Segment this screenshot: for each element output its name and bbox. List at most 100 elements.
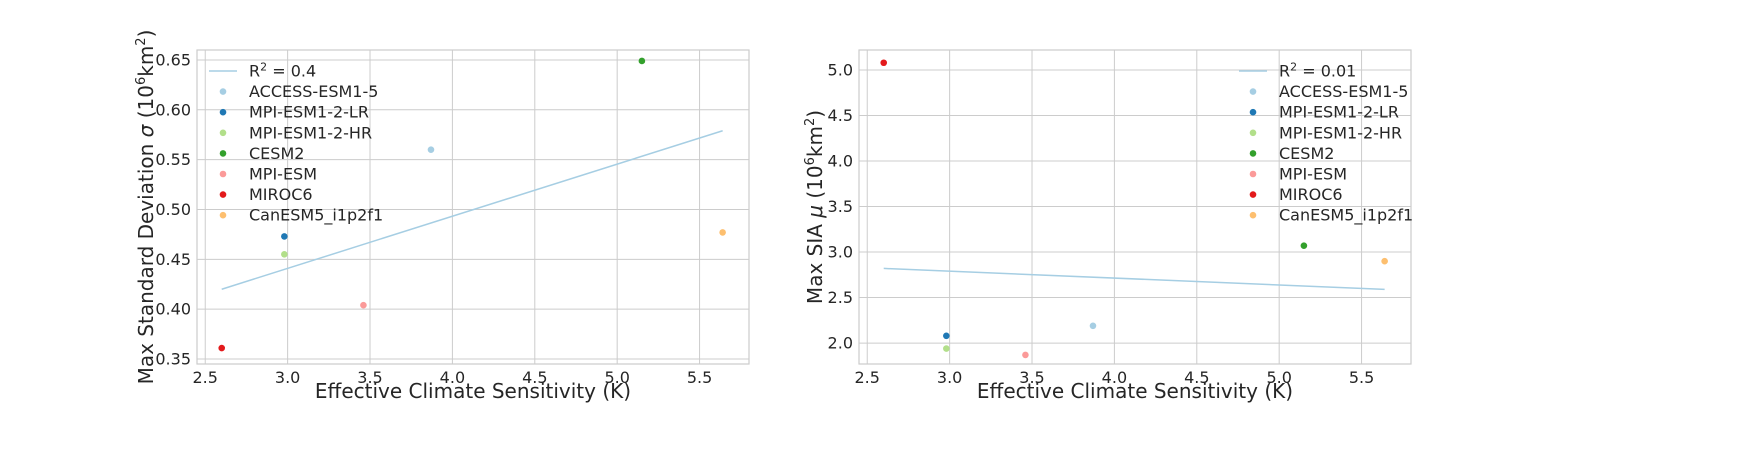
x-tick-label: 5.0: [1266, 368, 1291, 387]
legend-marker: [1249, 170, 1257, 178]
legend-label: CESM2: [249, 144, 304, 163]
regression-line: [221, 130, 723, 290]
legend-marker: [1249, 211, 1257, 219]
legend-fit-exponent: 2: [260, 61, 267, 74]
y-axis-label-symbol: σ: [134, 123, 158, 137]
data-point-cesm2: [1300, 242, 1308, 249]
scatter-panel-left: 2.5 3.0 3.5 4.0 4.5 5.0 5.5 0.35 0.40 0.45 0.50 0.5…: [134, 30, 750, 403]
y-axis-label-exponent: 6: [803, 157, 818, 165]
y-axis-label-unit: ): [134, 30, 158, 38]
scatter-panel-right: 2.5 3.0 3.5 4.0 4.5 5.0 5.52.02.53.03.54.04.55…: [803, 49, 1413, 403]
data-point-mpi-esm: [360, 301, 367, 309]
y-axis-label-exponent: 6: [134, 77, 149, 85]
plot-area: [197, 50, 749, 364]
x-tick-label: 5.5: [687, 368, 712, 387]
x-tick-label: 5.0: [604, 368, 629, 387]
y-axis-label-text: Max Standard Deviation: [134, 137, 158, 384]
y-axis-label-unit: ): [803, 110, 827, 118]
axes-frame: [196, 49, 750, 365]
legend-label: CESM2: [1279, 144, 1334, 163]
y-tick-label: 0.35: [155, 350, 191, 369]
legend-marker: [219, 211, 227, 219]
legend-label: MPI-ESM1-2-LR: [1279, 103, 1399, 122]
legend-label: CanESM5_i1p2f1: [1279, 206, 1413, 226]
legend-marker: [219, 191, 227, 198]
y-axis-label-text: Max SIA: [803, 218, 827, 304]
legend-label-fit: R2 = 0.4: [249, 61, 316, 81]
legend-label: MIROC6: [249, 185, 313, 204]
data-point-mpi-esm1-2-hr: [281, 251, 288, 258]
legend-label: ACCESS-ESM1-5: [1279, 82, 1408, 101]
y-tick-label: 0.50: [155, 200, 191, 219]
y-axis-label-exponent: 2: [803, 118, 818, 126]
y-tick-label: 2.5: [828, 288, 853, 307]
x-tick-label: 5.5: [1349, 368, 1374, 387]
y-axis-label-exponent: 2: [134, 37, 149, 45]
y-axis-label-unit: km: [803, 126, 827, 157]
legend-marker: [1249, 191, 1257, 198]
data-point-canesm5-i1p2f1: [1381, 257, 1388, 265]
x-axis-label: Effective Climate Sensitivity (K): [315, 379, 631, 403]
legend-marker: [1249, 108, 1257, 116]
data-point-canesm5-i1p2f1: [719, 229, 726, 236]
legend-label: ACCESS-ESM1-5: [249, 82, 378, 101]
y-tick-label: 0.60: [155, 100, 191, 119]
y-tick-label: 0.65: [155, 50, 191, 69]
legend-marker: [219, 88, 227, 95]
legend-fit-r: R: [1279, 62, 1290, 81]
legend-fit-r: R: [249, 62, 260, 81]
x-tick-label: 2.5: [193, 368, 218, 387]
y-axis-label-unit: km: [134, 46, 158, 77]
legend-label: MPI-ESM1-2-HR: [249, 123, 372, 142]
legend-marker: [219, 108, 227, 116]
x-tick-label: 3.0: [275, 368, 300, 387]
x-tick-label: 4.0: [440, 368, 465, 387]
data-point-mpi-esm: [1022, 351, 1029, 359]
legend-label-fit: R2 = 0.01: [1279, 61, 1356, 81]
y-axis-label-unit: (10: [134, 85, 158, 125]
x-tick-label: 4.5: [1184, 368, 1209, 387]
y-tick-label: 4.0: [828, 152, 853, 171]
data-point-mpi-esm1-2-hr: [943, 345, 950, 352]
y-axis-label: Max Standard Deviation σ (106km2): [134, 30, 158, 385]
y-axis-label-unit: (10: [803, 165, 827, 205]
legend-label: CanESM5_i1p2f1: [249, 206, 383, 226]
x-axis-label: Effective Climate Sensitivity (K): [977, 379, 1293, 403]
data-point-miroc6: [218, 344, 226, 352]
regression-line: [883, 267, 1385, 291]
y-axis-label-symbol: μ: [803, 205, 827, 219]
y-tick-label: 0.40: [155, 300, 191, 319]
y-tick-label: 5.0: [828, 61, 853, 80]
legend-label: MIROC6: [1279, 185, 1343, 204]
legend-marker: [219, 170, 227, 178]
legend-marker: [219, 150, 227, 157]
x-tick-label: 3.5: [357, 368, 382, 387]
data-point-cesm2: [638, 57, 646, 65]
x-tick-label: 3.0: [937, 368, 962, 387]
y-tick-label: 4.5: [828, 106, 853, 125]
x-tick-label: 4.5: [522, 368, 547, 387]
legend-fit-exponent: 2: [1290, 61, 1297, 74]
legend-label: MPI-ESM: [249, 165, 317, 184]
axes-frame: [858, 49, 1412, 365]
data-point-access-esm1-5: [1089, 322, 1097, 330]
legend: R2 = 0.4ACCESS-ESM1-5MPI-ESM1-2-LRMPI-ES…: [209, 61, 383, 226]
data-point-access-esm1-5: [427, 146, 435, 153]
data-point-miroc6: [880, 59, 888, 67]
y-tick-label: 3.0: [828, 243, 853, 262]
legend-marker: [1249, 150, 1257, 157]
legend-label: MPI-ESM: [1279, 165, 1347, 184]
data-point-mpi-esm1-2-lr: [281, 233, 288, 240]
legend-marker: [1249, 129, 1257, 137]
x-tick-label: 4.0: [1102, 368, 1127, 387]
legend-fit-value: = 0.01: [1297, 62, 1356, 81]
y-tick-label: 0.45: [155, 250, 191, 269]
data-point-mpi-esm1-2-lr: [943, 332, 950, 340]
legend-marker: [1249, 88, 1257, 95]
legend-fit-value: = 0.4: [267, 62, 316, 81]
x-tick-label: 2.5: [855, 368, 880, 387]
y-tick-label: 3.5: [828, 197, 853, 216]
legend-label: MPI-ESM1-2-LR: [249, 103, 369, 122]
